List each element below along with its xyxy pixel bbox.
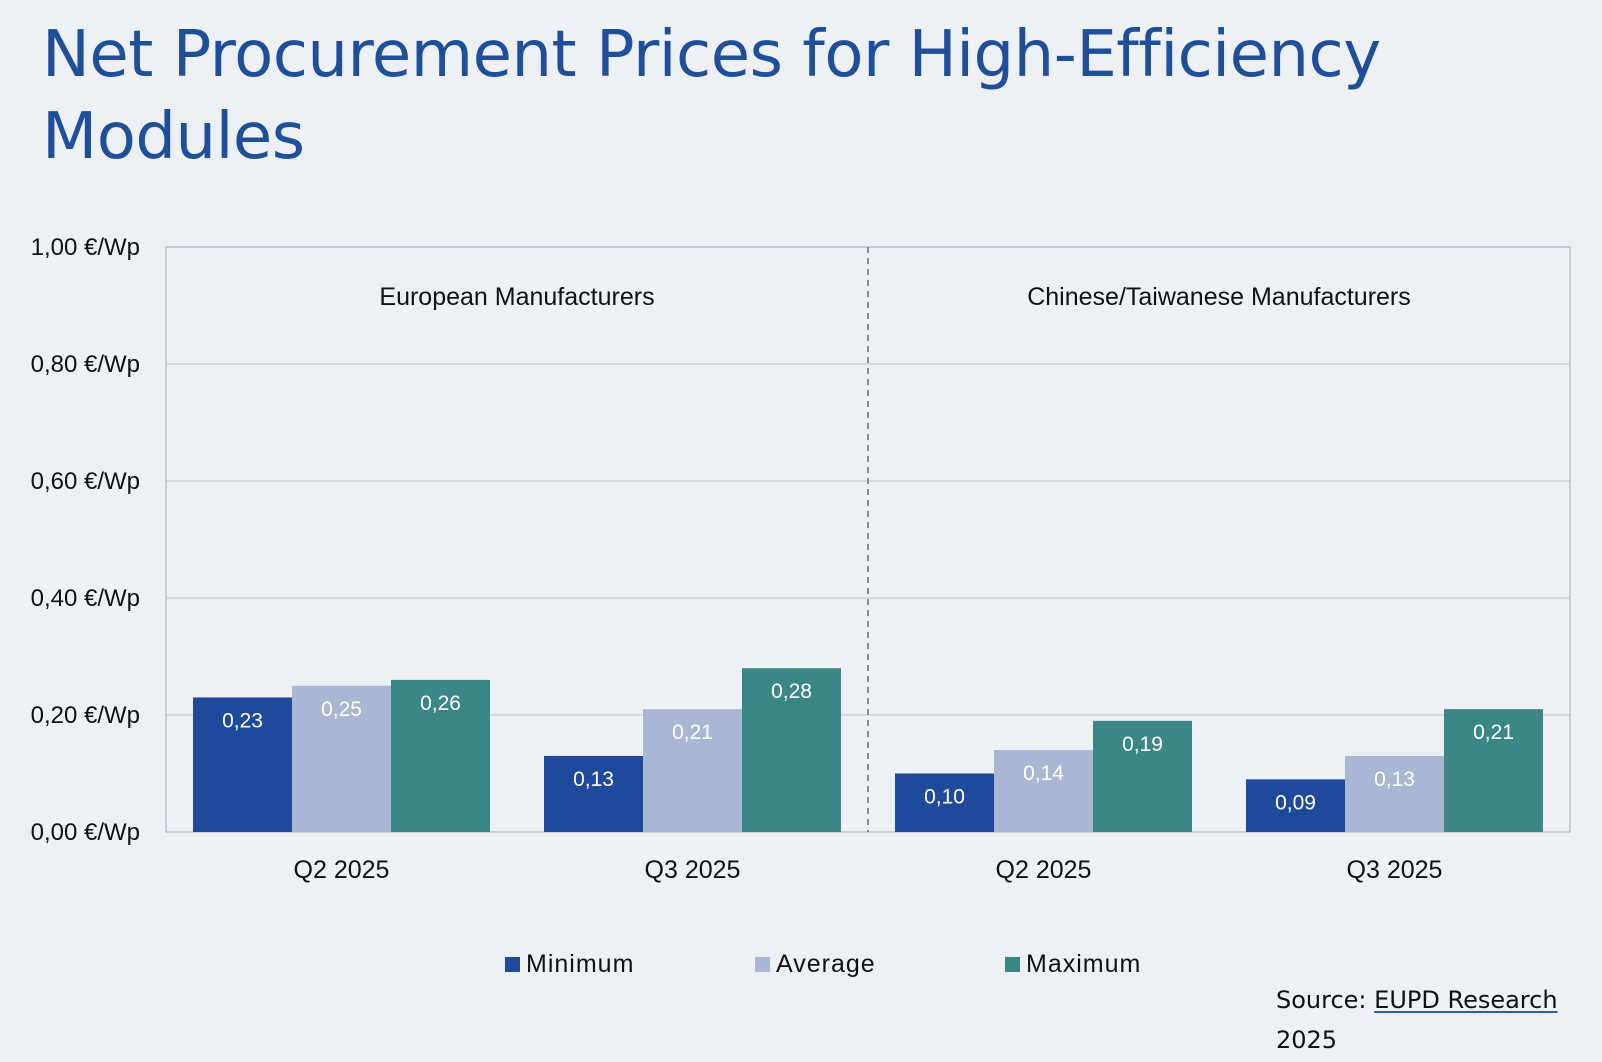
source-year: 2025 [1276,1026,1338,1054]
legend-swatch-average [755,957,770,972]
bar-maximum [391,679,490,832]
chart-title: Net Procurement Prices for High-Efficien… [42,18,1381,174]
y-tick-label: 0,40 €/Wp [31,585,140,612]
source-link[interactable]: EUPD Research [1374,986,1558,1014]
x-tick-label: Q2 2025 [294,856,390,884]
bar-maximum [1444,709,1543,832]
bar-average [292,685,391,832]
legend-swatch-maximum [1005,957,1020,972]
data-label: 0,09 [1275,791,1316,814]
data-label: 0,13 [573,768,614,791]
bar-maximum [1093,720,1192,832]
y-tick-label: 0,80 €/Wp [31,351,140,378]
data-label: 0,13 [1374,768,1415,791]
legend-swatch-minimum [505,957,520,972]
data-label: 0,10 [924,786,965,809]
y-tick-label: 1,00 €/Wp [31,234,140,261]
data-label: 0,21 [1473,721,1514,744]
data-label: 0,14 [1023,762,1064,785]
bar-minimum [544,755,643,832]
data-label: 0,23 [222,709,263,732]
bar-average [994,750,1093,832]
bar-minimum [1246,779,1345,832]
data-label: 0,26 [420,692,461,715]
bar-average [1345,755,1444,832]
legend-label: Minimum [526,950,634,978]
x-tick-label: Q2 2025 [996,856,1092,884]
x-tick-label: Q3 2025 [1347,856,1443,884]
y-tick-label: 0,60 €/Wp [31,468,140,495]
bar-minimum [895,773,994,832]
data-label: 0,21 [672,721,713,744]
y-tick-label: 0,20 €/Wp [31,702,140,729]
bar-maximum [742,668,841,832]
legend-label: Maximum [1026,950,1141,978]
source-note: Source: EUPD Research 2025 [1276,980,1576,1060]
group-label: Chinese/Taiwanese Manufacturers [1027,283,1411,311]
legend-label: Average [776,950,876,978]
x-tick-label: Q3 2025 [645,856,741,884]
group-label: European Manufacturers [379,283,654,311]
data-label: 0,19 [1122,733,1163,756]
bar-average [643,709,742,832]
data-label: 0,28 [771,680,812,703]
bar-minimum [193,697,292,832]
y-tick-label: 0,00 €/Wp [31,819,140,846]
source-prefix: Source: [1276,986,1375,1014]
data-label: 0,25 [321,698,362,721]
